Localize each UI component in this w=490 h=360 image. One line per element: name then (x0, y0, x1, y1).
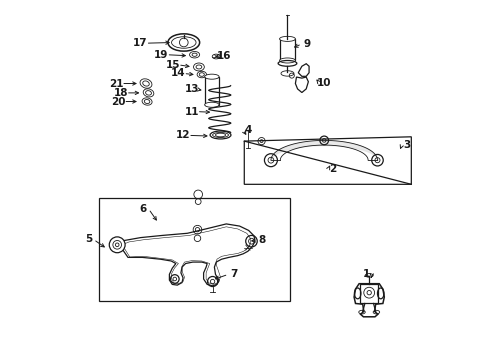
Text: 5: 5 (85, 234, 92, 244)
Ellipse shape (192, 53, 197, 57)
Text: 15: 15 (166, 60, 180, 70)
Bar (99, 198, 290, 301)
Bar (280, 39, 295, 60)
Ellipse shape (143, 81, 149, 86)
Text: 6: 6 (140, 204, 147, 214)
Text: 12: 12 (176, 130, 190, 140)
Text: 14: 14 (171, 68, 186, 78)
Text: 11: 11 (184, 107, 199, 117)
Text: 20: 20 (111, 96, 125, 107)
Text: 4: 4 (244, 125, 251, 135)
Text: 8: 8 (259, 235, 266, 246)
Text: 7: 7 (230, 269, 237, 279)
Text: 17: 17 (133, 38, 148, 48)
Text: 10: 10 (317, 78, 331, 88)
Text: 2: 2 (330, 164, 337, 174)
Text: 21: 21 (109, 78, 123, 89)
Text: 9: 9 (303, 39, 311, 49)
Ellipse shape (146, 91, 151, 95)
Ellipse shape (199, 73, 204, 76)
Text: 1: 1 (363, 269, 370, 279)
Text: 3: 3 (403, 140, 411, 150)
Ellipse shape (205, 102, 219, 107)
Ellipse shape (145, 99, 150, 104)
Circle shape (109, 237, 125, 253)
Bar (360, 284, 378, 303)
Text: 18: 18 (114, 88, 128, 98)
Ellipse shape (280, 36, 295, 41)
Ellipse shape (213, 132, 228, 138)
Bar (205, 77, 219, 105)
Ellipse shape (280, 58, 295, 63)
Ellipse shape (196, 65, 202, 69)
Text: 16: 16 (217, 51, 231, 61)
Ellipse shape (205, 74, 219, 79)
Text: 19: 19 (154, 50, 169, 60)
Text: 13: 13 (184, 84, 199, 94)
